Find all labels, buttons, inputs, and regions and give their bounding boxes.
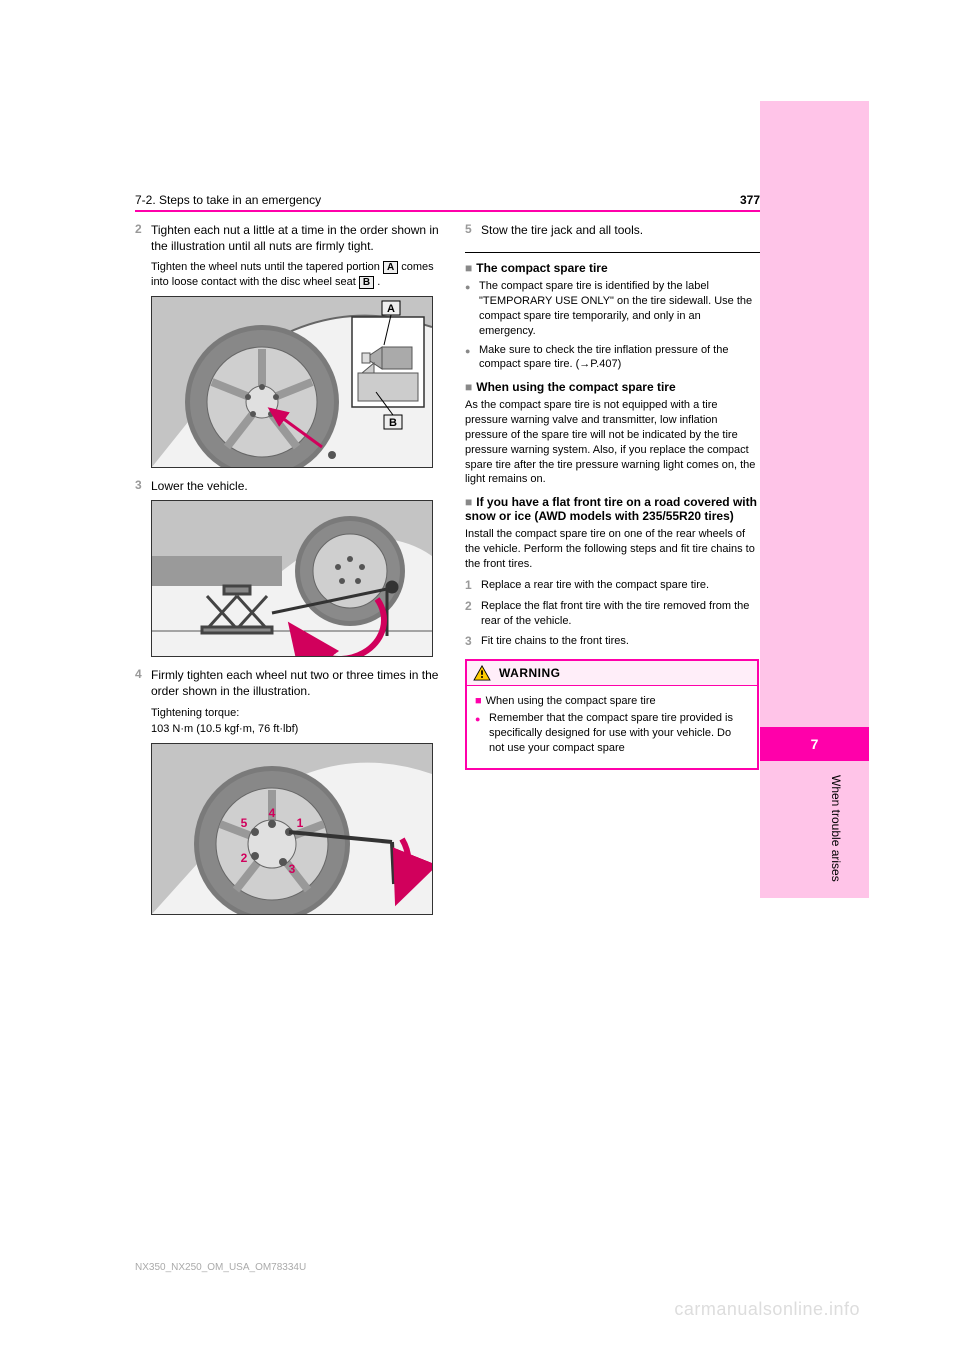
- heading-compact-spare: The compact spare tire: [465, 261, 760, 275]
- figure-lower-vehicle: [151, 500, 433, 657]
- sub-steps: 1 Replace a rear tire with the compact s…: [465, 578, 760, 649]
- bullets-compact-spare: The compact spare tire is identified by …: [465, 279, 760, 372]
- figure-1-svg: A B: [152, 297, 432, 467]
- svg-text:3: 3: [289, 862, 296, 876]
- step-5: 5 Stow the tire jack and all tools.: [465, 222, 760, 238]
- list-item: Make sure to check the tire inflation pr…: [479, 343, 760, 373]
- header-rule: [135, 210, 760, 212]
- step-number: 2: [135, 222, 151, 254]
- para-when-using: As the compact spare tire is not equippe…: [465, 398, 760, 487]
- left-column: 2 Tighten each nut a little at a time in…: [135, 222, 445, 925]
- step-text: Firmly tighten each wheel nut two or thr…: [151, 667, 445, 699]
- chapter-label: When trouble arises: [827, 775, 843, 915]
- svg-text:2: 2: [241, 851, 248, 865]
- step-text: Replace the flat front tire with the tir…: [481, 599, 760, 629]
- step-text: Fit tire chains to the front tires.: [481, 634, 760, 649]
- sub-step-1: 1 Replace a rear tire with the compact s…: [465, 578, 760, 593]
- sub-step-2: 2 Replace the flat front tire with the t…: [465, 599, 760, 629]
- step-text: Replace a rear tire with the compact spa…: [481, 578, 760, 593]
- list-item: Remember that the compact spare tire pro…: [489, 711, 749, 756]
- step-2: 2 Tighten each nut a little at a time in…: [135, 222, 445, 254]
- figure-3-svg: 1 2 3 4 5: [152, 744, 432, 914]
- warning-bullets: Remember that the compact spare tire pro…: [475, 711, 749, 756]
- page-number: 377: [740, 193, 760, 207]
- step-4: 4 Firmly tighten each wheel nut two or t…: [135, 667, 445, 699]
- step-number: 4: [135, 667, 151, 699]
- figure-wheel-nut-seat: A B: [151, 296, 433, 468]
- header-section: 7-2. Steps to take in an emergency: [135, 193, 760, 207]
- divider: [465, 252, 760, 253]
- warning-body: When using the compact spare tire Rememb…: [467, 686, 757, 767]
- figure-2-svg: [152, 501, 432, 656]
- note-intro: Tighten the wheel nuts until the tapered…: [151, 261, 383, 273]
- step-number: 2: [465, 599, 481, 629]
- heading-when-using: When using the compact spare tire: [465, 380, 760, 394]
- step-number: 3: [135, 478, 151, 494]
- chapter-number: 7: [811, 736, 819, 752]
- footer-doc-id: NX350_NX250_OM_USA_OM78334U: [135, 1262, 306, 1273]
- label-a-inline: A: [383, 261, 398, 274]
- warning-subheading: When using the compact spare tire: [475, 694, 749, 709]
- svg-text:5: 5: [241, 816, 248, 830]
- torque-label: Tightening torque:: [151, 706, 445, 721]
- para-flat-front-snow: Install the compact spare tire on one of…: [465, 527, 760, 572]
- label-b-inline: B: [359, 276, 374, 289]
- step-text: Lower the vehicle.: [151, 478, 445, 494]
- warning-box: WARNING When using the compact spare tir…: [465, 659, 759, 769]
- figure-tightening-order: 1 2 3 4 5: [151, 743, 433, 915]
- right-column: 5 Stow the tire jack and all tools. The …: [465, 222, 760, 770]
- page-root: 7 When trouble arises 7-2. Steps to take…: [0, 0, 960, 1358]
- svg-text:4: 4: [269, 806, 276, 820]
- step-text: Stow the tire jack and all tools.: [481, 222, 760, 238]
- svg-text:1: 1: [297, 816, 304, 830]
- note-end: .: [377, 276, 380, 288]
- chapter-number-tab: 7: [760, 727, 869, 761]
- callout-a-text: A: [387, 303, 395, 315]
- step-number: 5: [465, 222, 481, 238]
- list-item: The compact spare tire is identified by …: [479, 279, 760, 338]
- sub-step-3: 3 Fit tire chains to the front tires.: [465, 634, 760, 649]
- warning-triangle-icon: [473, 665, 491, 681]
- heading-flat-front-snow: If you have a flat front tire on a road …: [465, 495, 760, 523]
- footer-brand: carmanualsonline.info: [674, 1299, 860, 1320]
- step-text: Tighten each nut a little at a time in t…: [151, 222, 445, 254]
- step-number: 3: [465, 634, 481, 649]
- callout-b-text: B: [389, 417, 397, 429]
- step-3: 3 Lower the vehicle.: [135, 478, 445, 494]
- torque-value: 103 N·m (10.5 kgf·m, 76 ft·lbf): [151, 722, 445, 737]
- warning-header: WARNING: [467, 661, 757, 686]
- step-2-note: Tighten the wheel nuts until the tapered…: [151, 260, 445, 290]
- step-number: 1: [465, 578, 481, 593]
- side-tab-background: [760, 101, 869, 898]
- warning-title: WARNING: [499, 666, 561, 680]
